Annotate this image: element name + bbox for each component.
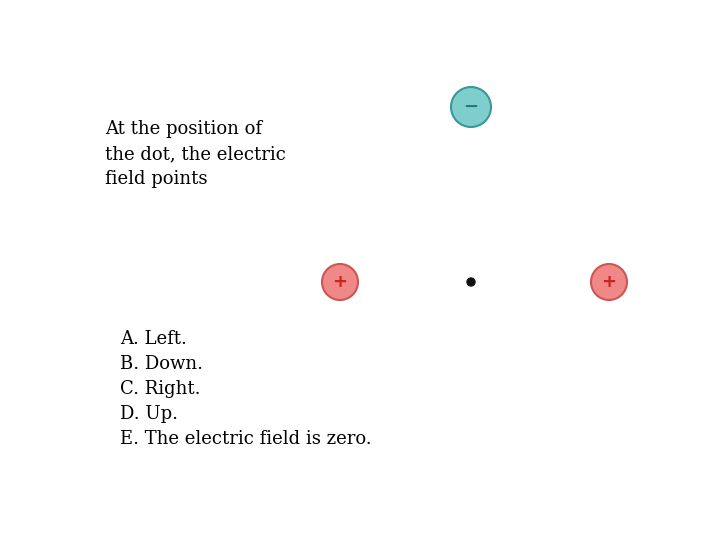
Text: −: − bbox=[464, 98, 479, 116]
Text: A. Left.
B. Down.
C. Right.
D. Up.
E. The electric field is zero.: A. Left. B. Down. C. Right. D. Up. E. Th… bbox=[120, 330, 372, 448]
Text: +: + bbox=[333, 273, 348, 291]
Ellipse shape bbox=[591, 264, 627, 300]
Circle shape bbox=[467, 278, 475, 286]
Ellipse shape bbox=[451, 87, 491, 127]
Text: At the position of
the dot, the electric
field points: At the position of the dot, the electric… bbox=[105, 120, 286, 188]
Ellipse shape bbox=[322, 264, 358, 300]
Text: +: + bbox=[601, 273, 616, 291]
